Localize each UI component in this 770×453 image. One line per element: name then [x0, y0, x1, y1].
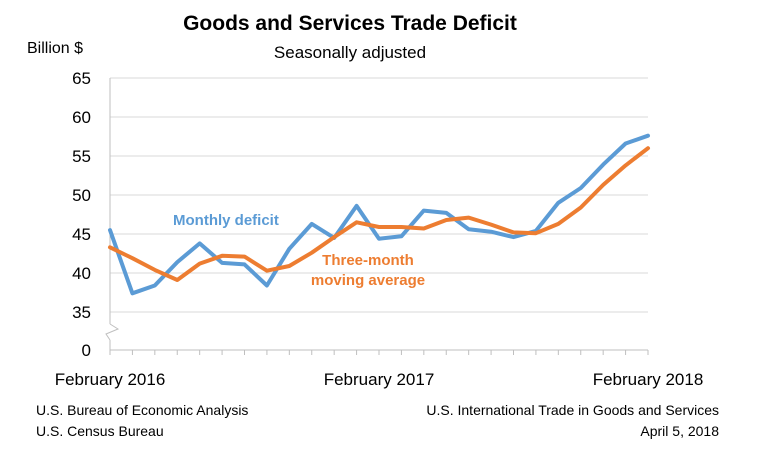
y-tick-label: 35: [72, 303, 91, 322]
moving-average-annotation-line-2: moving average: [311, 272, 425, 289]
source-line-1: U.S. Bureau of Economic Analysis: [36, 402, 249, 418]
series-lines: [108, 133, 650, 296]
monthly-deficit-annotation: Monthly deficit: [173, 212, 279, 229]
gridlines: [110, 77, 648, 313]
chart-subtitle: Seasonally adjusted: [273, 43, 427, 62]
source-line-2: U.S. Census Bureau: [36, 423, 164, 439]
y-tick-label: 60: [72, 108, 91, 127]
x-tick-label: February 2017: [324, 370, 435, 389]
annotations: Monthly deficit Three-month moving average: [173, 212, 425, 289]
y-tick-label: 0: [82, 341, 91, 360]
y-tick-label: 55: [72, 147, 91, 166]
axis-break-mark: [105, 323, 120, 341]
x-tick-labels: February 2016 February 2017 February 2018: [55, 370, 704, 389]
y-tick-label: 40: [72, 264, 91, 283]
release-line-1: U.S. International Trade in Goods and Se…: [426, 402, 719, 418]
x-tick-label: February 2016: [55, 370, 166, 389]
release-footer: U.S. International Trade in Goods and Se…: [426, 400, 719, 442]
y-tick-label: 50: [72, 186, 91, 205]
source-footer: U.S. Bureau of Economic Analysis U.S. Ce…: [36, 400, 248, 442]
release-line-2: April 5, 2018: [640, 423, 719, 439]
y-axis-label: Billion $: [27, 40, 84, 57]
y-tick-labels: 0 35 40 45 50 55 60 65: [72, 69, 91, 360]
y-tick-label: 65: [72, 69, 91, 88]
chart-title: Goods and Services Trade Deficit: [183, 12, 517, 35]
axes: [105, 78, 649, 355]
moving-average-annotation-line-1: Three-month: [322, 252, 414, 269]
y-tick-label: 45: [72, 225, 91, 244]
x-tick-label: February 2018: [593, 370, 704, 389]
